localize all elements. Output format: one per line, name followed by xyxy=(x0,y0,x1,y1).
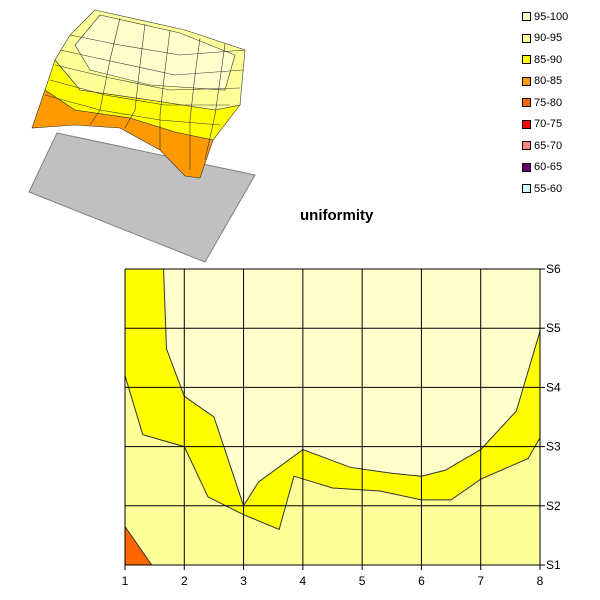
contour-bands xyxy=(124,268,541,566)
chart-title: uniformity xyxy=(300,207,374,224)
y-axis-ticks: S1 S2 S3 S4 S5 S6 xyxy=(540,262,561,572)
x-tick-label: 2 xyxy=(181,574,188,588)
legend-item: 90-95 xyxy=(522,28,600,50)
contour-plot: 1 2 3 4 5 6 7 8 S1 S2 S3 S4 S5 S6 xyxy=(122,262,561,588)
surface-top-lightest xyxy=(74,14,236,91)
legend-item: 80-85 xyxy=(522,71,600,93)
surface-3d-plot xyxy=(28,9,256,263)
legend-item: 85-90 xyxy=(522,49,600,71)
legend-item: 60-65 xyxy=(522,157,600,179)
legend: 95-100 90-95 85-90 80-85 75-80 70-75 65-70 60-6… xyxy=(522,6,600,200)
y-tick-label: S1 xyxy=(546,558,561,572)
legend-label: 70-75 xyxy=(534,118,563,131)
x-tick-label: 5 xyxy=(359,574,366,588)
legend-swatch xyxy=(522,141,531,151)
legend-swatch xyxy=(522,98,531,108)
y-tick-label: S2 xyxy=(546,499,561,513)
legend-swatch xyxy=(522,12,531,22)
x-tick-label: 1 xyxy=(122,574,129,588)
legend-label: 55-60 xyxy=(534,182,563,195)
legend-item: 75-80 xyxy=(522,92,600,114)
legend-swatch xyxy=(522,55,531,65)
y-tick-label: S3 xyxy=(546,440,561,454)
legend-label: 85-90 xyxy=(534,53,563,66)
legend-item: 95-100 xyxy=(522,6,600,28)
x-axis-ticks: 1 2 3 4 5 6 7 8 xyxy=(122,565,544,588)
x-tick-label: 4 xyxy=(300,574,307,588)
legend-swatch xyxy=(522,33,531,43)
legend-label: 75-80 xyxy=(534,96,563,109)
x-tick-label: 3 xyxy=(240,574,247,588)
legend-label: 80-85 xyxy=(534,75,563,88)
legend-item: 55-60 xyxy=(522,178,600,200)
y-tick-label: S5 xyxy=(546,321,561,335)
legend-item: 65-70 xyxy=(522,135,600,157)
surface-floor xyxy=(28,132,256,263)
x-tick-label: 8 xyxy=(537,574,544,588)
legend-swatch xyxy=(522,119,531,129)
legend-swatch xyxy=(522,76,531,86)
legend-swatch xyxy=(522,162,531,172)
surface-mesh xyxy=(44,17,246,170)
y-tick-label: S6 xyxy=(546,262,561,276)
legend-item: 70-75 xyxy=(522,114,600,136)
legend-label: 65-70 xyxy=(534,139,563,152)
legend-label: 90-95 xyxy=(534,32,563,45)
legend-label: 60-65 xyxy=(534,161,563,174)
legend-label: 95-100 xyxy=(534,10,569,23)
grid-lines xyxy=(124,268,541,566)
x-tick-label: 6 xyxy=(418,574,425,588)
x-tick-label: 7 xyxy=(477,574,484,588)
y-tick-label: S4 xyxy=(546,380,561,394)
legend-swatch xyxy=(522,184,531,194)
